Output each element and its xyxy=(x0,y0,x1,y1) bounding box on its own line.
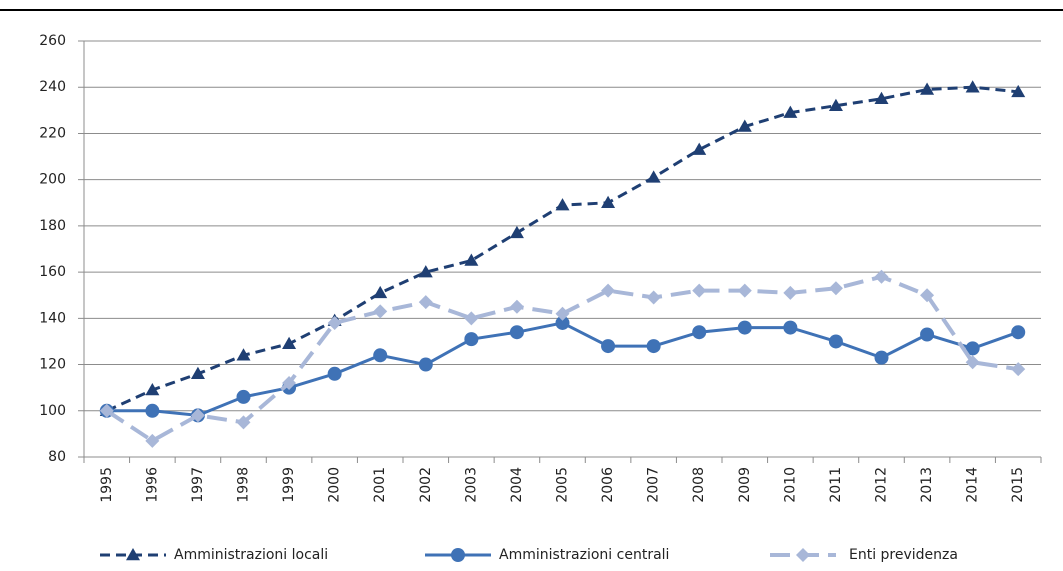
marker xyxy=(126,548,140,561)
marker xyxy=(509,299,524,314)
marker xyxy=(874,91,889,105)
x-tick-label: 2000 xyxy=(327,467,343,503)
marker xyxy=(601,339,616,354)
x-tick-label: 1996 xyxy=(144,467,160,503)
marker xyxy=(373,348,388,363)
marker xyxy=(783,320,798,335)
marker xyxy=(783,105,798,118)
marker xyxy=(965,341,980,356)
marker xyxy=(509,225,524,239)
marker xyxy=(464,253,479,266)
y-tick-label: 240 xyxy=(39,79,66,95)
y-tick-label: 80 xyxy=(48,449,66,465)
marker xyxy=(145,382,160,396)
marker xyxy=(783,285,798,300)
marker xyxy=(874,269,889,284)
marker xyxy=(282,376,297,391)
marker xyxy=(418,295,433,310)
x-tick-label: 2013 xyxy=(919,467,935,503)
marker xyxy=(601,283,616,298)
legend-label: Amministrazioni locali xyxy=(174,547,328,563)
marker xyxy=(737,283,752,298)
x-tick-label: 2006 xyxy=(600,467,616,503)
marker xyxy=(737,320,752,335)
marker xyxy=(555,198,570,211)
legend-label: Amministrazioni centrali xyxy=(499,547,669,563)
marker xyxy=(282,336,297,350)
marker xyxy=(236,415,251,430)
x-tick-label: 1998 xyxy=(236,467,252,503)
marker xyxy=(373,285,388,299)
y-tick-label: 220 xyxy=(39,125,66,141)
x-tick-label: 2009 xyxy=(737,467,753,503)
marker xyxy=(692,142,707,155)
marker xyxy=(145,433,160,448)
marker xyxy=(965,80,980,93)
x-tick-label: 2012 xyxy=(874,467,890,503)
marker xyxy=(509,325,524,340)
marker xyxy=(828,98,843,111)
x-tick-label: 2014 xyxy=(965,467,981,503)
x-tick-label: 2003 xyxy=(463,467,479,503)
x-tick-label: 2002 xyxy=(418,467,434,503)
y-tick-label: 140 xyxy=(39,310,66,326)
marker xyxy=(920,288,935,303)
marker xyxy=(464,332,479,347)
y-tick-label: 200 xyxy=(39,172,66,188)
marker xyxy=(327,315,342,330)
marker xyxy=(646,339,661,354)
marker xyxy=(920,327,935,342)
marker xyxy=(920,82,935,95)
marker xyxy=(828,334,843,349)
marker xyxy=(874,350,889,365)
marker xyxy=(418,265,433,278)
x-tick-label: 1997 xyxy=(190,467,206,503)
marker xyxy=(464,311,479,326)
marker xyxy=(236,348,251,361)
x-tick-label: 2011 xyxy=(828,467,844,503)
x-tick-label: 1999 xyxy=(281,467,297,503)
marker xyxy=(828,281,843,296)
y-tick-label: 160 xyxy=(39,264,66,280)
marker xyxy=(796,548,810,562)
y-tick-label: 120 xyxy=(39,357,66,373)
marker xyxy=(451,548,465,562)
x-tick-label: 1995 xyxy=(99,467,115,503)
x-tick-label: 2008 xyxy=(691,467,707,503)
x-tick-label: 2005 xyxy=(555,467,571,503)
y-tick-label: 260 xyxy=(39,33,66,49)
marker xyxy=(601,195,616,209)
y-tick-label: 100 xyxy=(39,403,66,419)
y-tick-label: 180 xyxy=(39,218,66,234)
legend-label: Enti previdenza xyxy=(849,547,958,563)
marker xyxy=(236,389,251,404)
marker xyxy=(1011,84,1026,98)
marker xyxy=(692,325,707,340)
marker xyxy=(646,290,661,305)
marker xyxy=(190,408,205,423)
marker xyxy=(692,283,707,298)
marker xyxy=(1011,325,1026,340)
marker xyxy=(555,306,570,321)
x-tick-label: 2010 xyxy=(782,467,798,503)
marker xyxy=(737,119,752,132)
marker xyxy=(418,357,433,372)
x-tick-label: 2004 xyxy=(509,467,525,503)
x-tick-label: 2007 xyxy=(646,467,662,503)
x-tick-label: 2001 xyxy=(372,467,388,503)
marker xyxy=(646,170,661,183)
marker xyxy=(373,304,388,319)
marker xyxy=(1011,362,1026,377)
marker xyxy=(190,366,205,380)
marker xyxy=(555,315,570,330)
marker xyxy=(145,403,160,418)
marker xyxy=(99,403,114,418)
marker xyxy=(965,355,980,370)
marker xyxy=(327,366,342,381)
x-tick-label: 2015 xyxy=(1010,467,1026,503)
